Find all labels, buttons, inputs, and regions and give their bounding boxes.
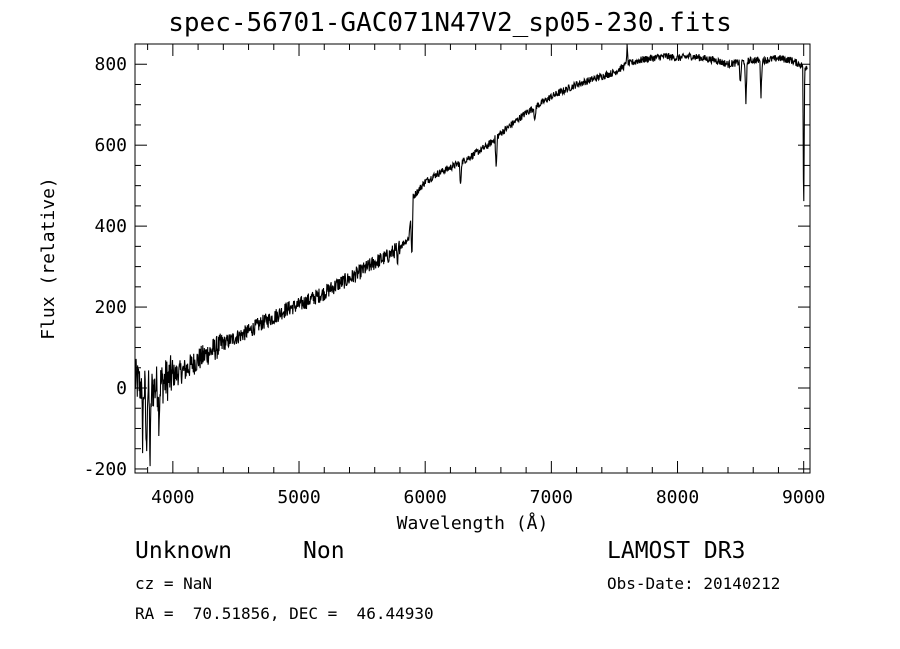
object-class: Unknown — [135, 538, 232, 564]
coordinates: RA = 70.51856, DEC = 46.44930 — [135, 604, 434, 623]
y-axis-label: Flux (relative) — [38, 177, 59, 340]
y-tick-label: 800 — [94, 54, 127, 75]
redshift-value: cz = NaN — [135, 574, 213, 593]
x-tick-label: 9000 — [782, 487, 825, 508]
x-tick-label: 5000 — [277, 487, 320, 508]
x-tick-label: 4000 — [151, 487, 194, 508]
y-tick-label: 200 — [94, 297, 127, 318]
x-axis-label: Wavelength (Å) — [397, 512, 549, 534]
y-tick-label: 0 — [116, 378, 127, 399]
chart-title: spec-56701-GAC071N47V2_sp05-230.fits — [168, 8, 732, 38]
spectrum-line — [135, 44, 808, 467]
x-tick-label: 8000 — [656, 487, 699, 508]
y-tick-label: -200 — [84, 459, 127, 480]
x-tick-label: 7000 — [530, 487, 573, 508]
plot-frame — [134, 43, 811, 474]
y-tick-label: 600 — [94, 135, 127, 156]
y-tick-label: 400 — [94, 216, 127, 237]
object-subclass: Non — [303, 538, 345, 564]
survey-name: LAMOST DR3 — [607, 538, 746, 564]
obs-date: Obs-Date: 20140212 — [607, 574, 781, 593]
x-tick-label: 6000 — [404, 487, 447, 508]
